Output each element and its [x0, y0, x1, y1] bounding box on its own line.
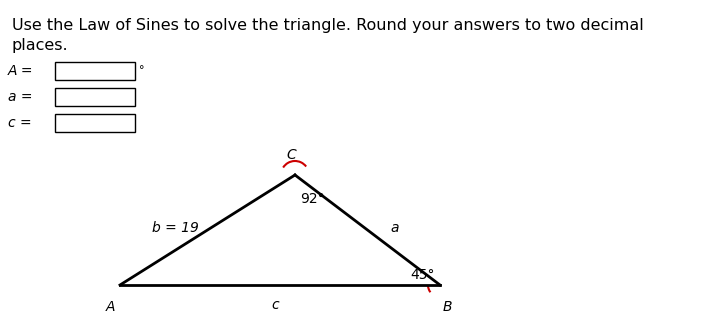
FancyBboxPatch shape — [55, 62, 135, 80]
Text: c: c — [271, 298, 279, 312]
Text: a: a — [390, 221, 399, 235]
FancyBboxPatch shape — [55, 114, 135, 132]
Text: Use the Law of Sines to solve the triangle. Round your answers to two decimal: Use the Law of Sines to solve the triang… — [12, 18, 644, 33]
FancyBboxPatch shape — [55, 88, 135, 106]
Text: c =: c = — [8, 116, 32, 130]
Text: A: A — [105, 300, 115, 314]
Text: 92°: 92° — [300, 192, 325, 206]
Text: a =: a = — [8, 90, 33, 104]
Text: B: B — [442, 300, 452, 314]
Text: A =: A = — [8, 64, 33, 78]
Text: places.: places. — [12, 38, 69, 53]
Text: 45°: 45° — [410, 268, 434, 282]
Text: b = 19: b = 19 — [152, 221, 199, 235]
Text: C: C — [286, 148, 296, 162]
Text: °: ° — [139, 65, 144, 75]
